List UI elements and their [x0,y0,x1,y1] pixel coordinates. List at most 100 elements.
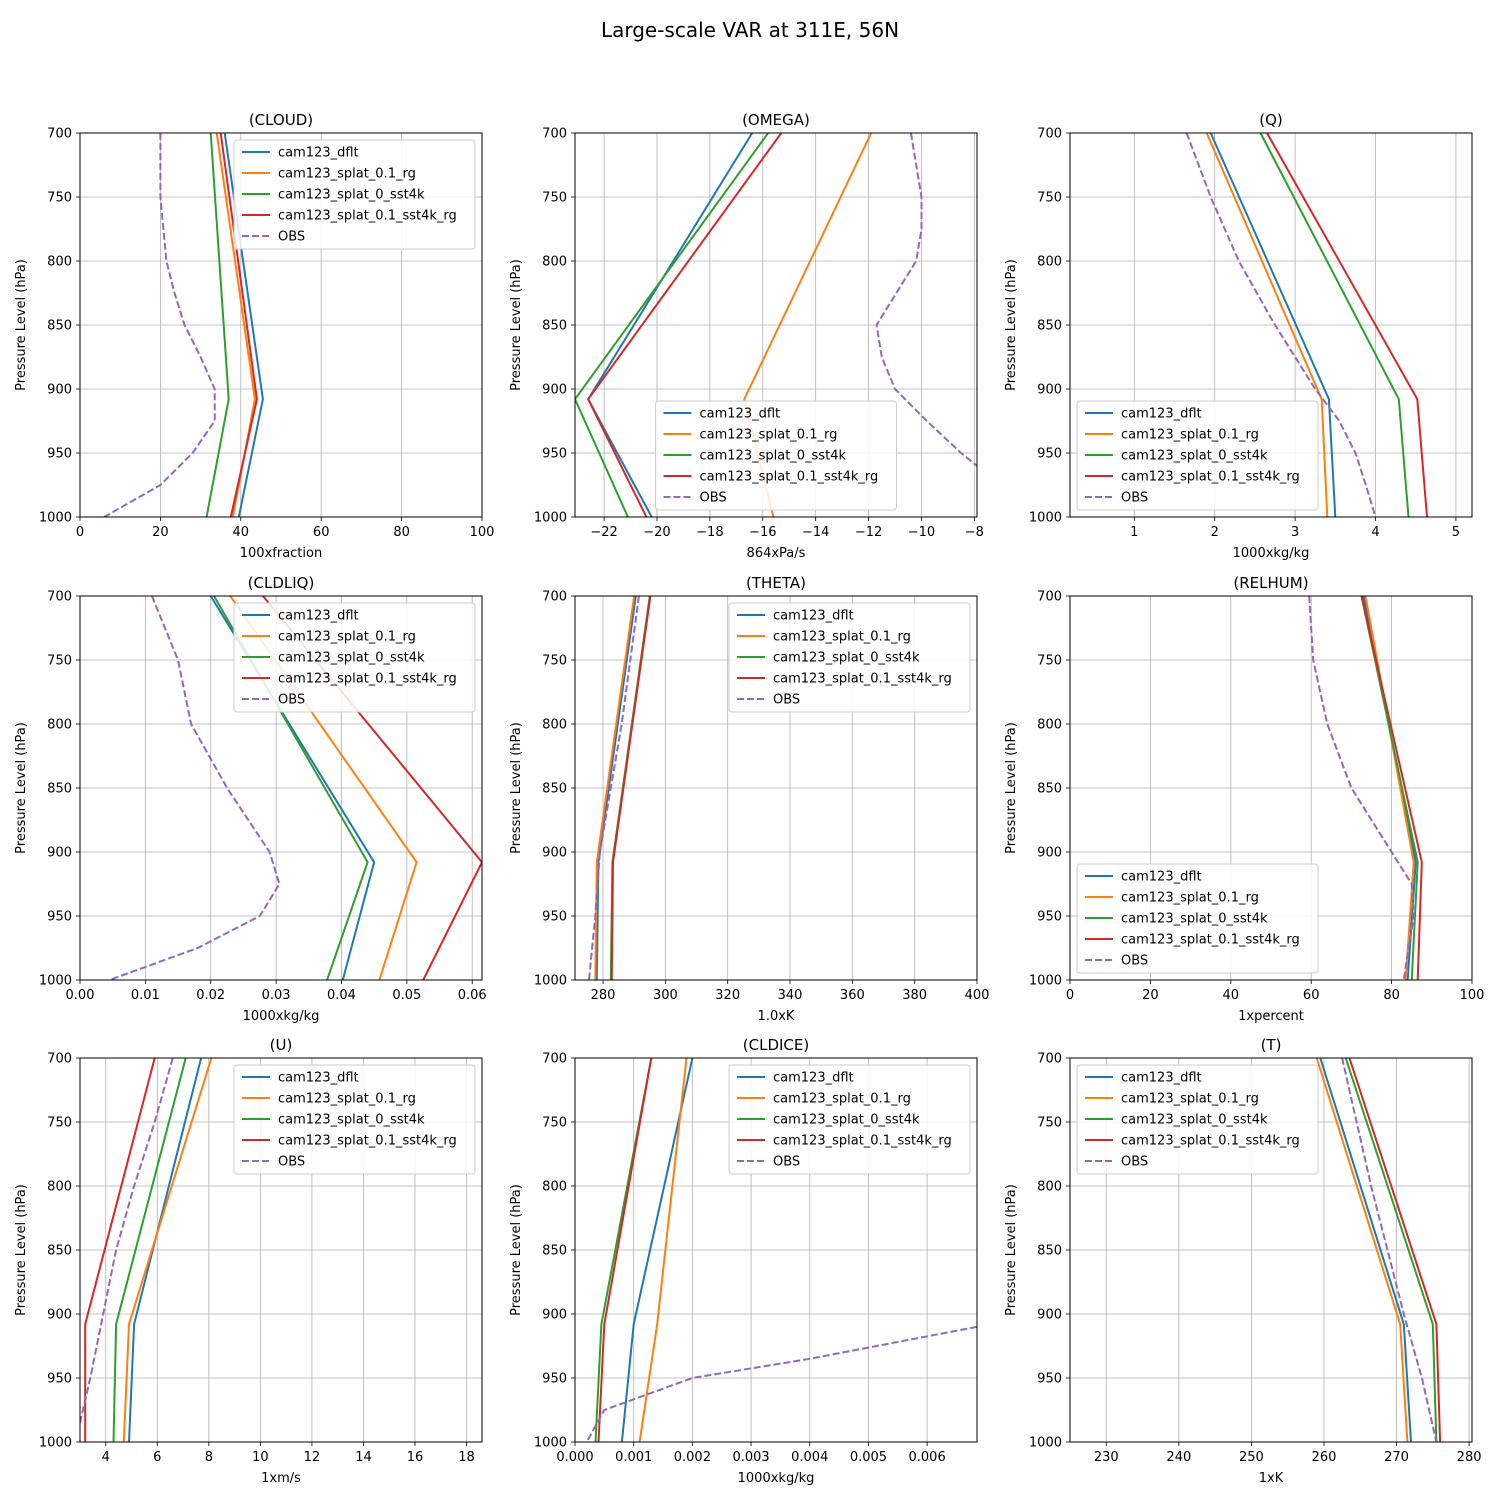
legend-label: cam123_splat_0.1_rg [1121,428,1259,443]
y-axis-label: Pressure Level (hPa) [14,1184,29,1316]
series-line-cam123_splat_0_sst4k [575,133,769,517]
legend-label: cam123_splat_0_sst4k [700,449,847,464]
series-group [1185,133,1428,517]
panel-title: (CLDLIQ) [248,574,315,592]
x-tick-label: −10 [908,525,935,540]
legend-label: cam123_splat_0_sst4k [1121,449,1268,464]
series-line-cam123_splat_0.1_rg [594,596,636,980]
x-axis-label: 864xPa/s [747,546,806,561]
y-tick-label: 800 [542,718,567,733]
x-tick-label: 340 [778,988,803,1003]
y-tick-label: 950 [542,447,567,462]
legend-label: cam123_splat_0.1_sst4k_rg [1121,470,1300,485]
legend-label: OBS [1121,954,1148,969]
y-tick-label: 950 [47,447,72,462]
y-tick-label: 900 [1037,383,1062,398]
legend-label: cam123_splat_0.1_rg [700,428,838,443]
panel-theta: 280 300 320 340 360 380 400 700 750 800 850 900 950 1… [509,574,989,1024]
legend-label: cam123_splat_0_sst4k [1121,1113,1268,1128]
series-line-OBS [585,1325,977,1442]
legend: cam123_dflt cam123_splat_0.1_rg cam123_spl… [1076,1064,1319,1175]
y-axis-label: Pressure Level (hPa) [14,259,29,391]
panels: 0 20 40 60 80 1007007508008509009501000(CLOUD… [14,111,1484,1486]
legend: cam123_dflt cam123_splat_0.1_rg cam123_spl… [233,602,476,713]
series-line-cam123_dflt [1319,1058,1412,1442]
legend-label: cam123_dflt [278,1071,359,1086]
panel-q: 1 2 3 4 5 700 750 800 850 900 950 1000 (Q) 1000xkg/kg… [1004,111,1473,561]
series-line-OBS [875,133,977,467]
legend-label: cam123_splat_0.1_sst4k_rg [278,672,457,687]
legend: cam123_dflt cam123_splat_0.1_rg cam123_spl… [655,400,897,511]
y-tick-label: 800 [1037,718,1062,733]
legend-label: cam123_splat_0_sst4k [773,651,920,666]
y-tick-label: 700 [542,1052,567,1067]
y-tick-label: 950 [1037,1372,1062,1387]
legend: cam123_dflt cam123_splat_0.1_rg cam123_spl… [1076,863,1319,974]
y-tick-label: 1000 [534,974,567,989]
series-line-cam123_dflt [1209,133,1337,517]
legend: cam123_dflt cam123_splat_0.1_rg cam123_spl… [728,602,971,713]
y-tick-label: 900 [47,846,72,861]
x-tick-label: −8 [965,525,984,540]
x-tick-label: 18 [458,1450,475,1465]
panel-cldliq: 0.00 0.01 0.02 0.03 0.04 0.05 0.06 700 750 800 850… [14,574,487,1024]
panel-title: (CLDICE) [743,1036,809,1054]
legend-label: cam123_dflt [1121,1071,1202,1086]
series-line-cam123_splat_0.1_sst4k_rg [587,133,783,517]
y-tick-label: 950 [1037,910,1062,925]
y-tick-label: 750 [542,1116,567,1131]
legend-label: cam123_splat_0.1_sst4k_rg [278,209,457,224]
y-tick-label: 700 [1037,127,1062,142]
legend-label: cam123_splat_0.1_rg [278,167,416,182]
legend-label: OBS [278,230,305,245]
panel-title: (THETA) [746,574,806,592]
x-tick-label: 80 [393,525,410,540]
legend: cam123_dflt cam123_splat_0.1_rg cam123_spl… [233,139,476,250]
panel-title: (T) [1261,1036,1282,1054]
y-axis-label: Pressure Level (hPa) [509,1184,524,1316]
y-tick-label: 850 [47,782,72,797]
x-tick-label: 2 [1211,525,1219,540]
y-tick-label: 850 [542,1244,567,1259]
y-tick-label: 800 [47,718,72,733]
series-line-cam123_splat_0.1_sst4k_rg [1348,1058,1442,1442]
x-tick-label: 0.000 [556,1450,593,1465]
series-line-cam123_splat_0.1_rg [1315,1058,1409,1442]
x-tick-label: 0.005 [850,1450,887,1465]
series-group [1315,1058,1442,1442]
x-tick-label: 80 [1383,988,1400,1003]
y-tick-label: 700 [542,127,567,142]
series-line-OBS [80,1058,174,1424]
y-tick-label: 700 [1037,1052,1062,1067]
x-tick-label: 20 [152,525,169,540]
panel-t: 230 240 250 260 270 280 700 750 800 850 900 950 1000… [1004,1036,1482,1486]
y-tick-label: 850 [47,319,72,334]
legend-label: cam123_dflt [773,609,854,624]
legend-label: OBS [773,1155,800,1170]
x-tick-label: 0.004 [791,1450,828,1465]
legend-label: OBS [773,693,800,708]
y-tick-label: 750 [1037,654,1062,669]
legend-box [728,602,971,713]
series-line-cam123_splat_0.1_sst4k_rg [610,596,652,980]
y-tick-label: 800 [1037,255,1062,270]
y-tick-label: 850 [47,1244,72,1259]
y-tick-label: 750 [542,191,567,206]
legend-label: cam123_splat_0.1_sst4k_rg [1121,1134,1300,1149]
legend-label: cam123_splat_0.1_rg [773,1092,911,1107]
series-line-cam123_splat_0_sst4k [205,133,230,517]
x-tick-label: 16 [407,1450,424,1465]
y-tick-label: 850 [542,782,567,797]
y-tick-label: 950 [47,1372,72,1387]
y-tick-label: 850 [542,319,567,334]
series-line-OBS [1185,133,1377,517]
legend-box [233,1064,476,1175]
x-tick-label: 14 [355,1450,372,1465]
series-line-cam123_splat_0.1_sst4k_rg [219,133,258,517]
y-tick-label: 750 [47,1116,72,1131]
legend-label: OBS [1121,491,1148,506]
panel-cloud: 0 20 40 60 80 100 700 750 800 850 900 950 1000 (CLOUD… [14,111,494,561]
legend-label: cam123_splat_0.1_rg [773,630,911,645]
series-group [1308,596,1423,980]
y-tick-label: 800 [542,255,567,270]
